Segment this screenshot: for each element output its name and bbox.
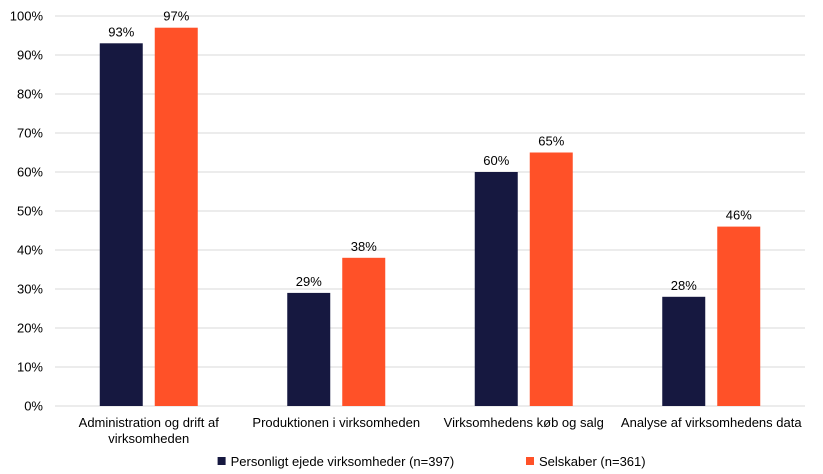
y-tick-label: 10% [17,360,43,375]
legend-swatch [526,457,534,465]
legend-swatch [217,457,226,465]
data-label: 97% [163,9,189,24]
bar-selskaber [717,226,761,406]
y-tick-label: 80% [17,87,43,102]
bar-selskaber [342,257,386,406]
y-tick-label: 50% [17,204,43,219]
bar-selskaber [529,152,573,406]
y-tick-label: 20% [17,321,43,336]
y-tick-label: 0% [24,399,43,414]
category-label: Produktionen i virksomheden [252,415,420,430]
y-tick-label: 100% [10,9,44,24]
y-tick-label: 30% [17,282,43,297]
category-label: Virksomhedens køb og salg [444,415,604,430]
data-label: 93% [108,24,134,39]
data-label: 60% [483,153,509,168]
bar-personligt-ejede [662,296,706,406]
y-tick-label: 70% [17,126,43,141]
data-label: 29% [296,274,322,289]
y-tick-label: 90% [17,48,43,63]
data-label: 46% [726,208,752,223]
y-tick-label: 60% [17,165,43,180]
data-label: 38% [351,239,377,254]
legend-label: Personligt ejede virksomheder (n=397) [231,454,455,469]
category-label: Analyse af virksomhedens data [621,415,802,430]
y-tick-label: 40% [17,243,43,258]
bar-personligt-ejede [287,292,331,406]
bar-selskaber [154,27,198,406]
bar-personligt-ejede [474,172,518,406]
legend-label: Selskaber (n=361) [539,454,646,469]
data-label: 65% [538,134,564,149]
data-label: 28% [671,278,697,293]
bar-personligt-ejede [99,43,143,407]
category-label: virksomheden [108,431,189,446]
category-label: Administration og drift af [79,415,220,430]
